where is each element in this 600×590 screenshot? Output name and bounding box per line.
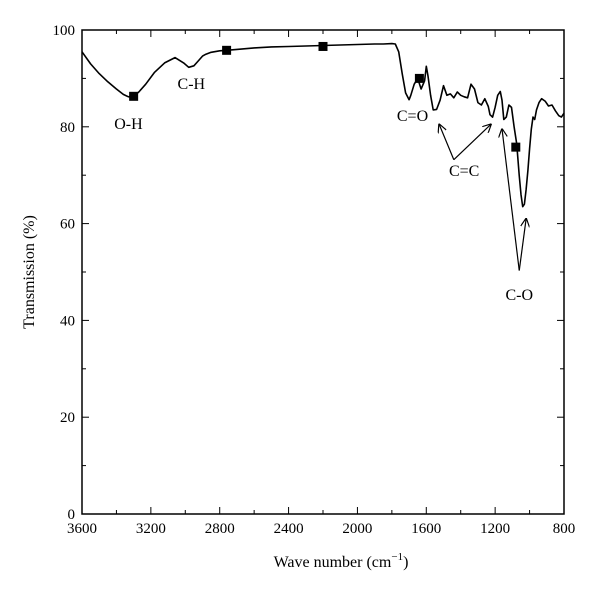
annotation-arrow: [518, 219, 526, 271]
y-axis-title: Transmission (%): [21, 215, 38, 329]
y-tick-label: 60: [60, 217, 75, 233]
data-marker: [222, 45, 232, 55]
y-tick-label: 20: [60, 410, 75, 426]
x-tick-label: 3200: [136, 521, 166, 537]
y-tick-label: 0: [68, 507, 76, 523]
data-marker: [318, 41, 328, 51]
data-marker: [511, 142, 521, 152]
arrow-layer: [439, 124, 526, 271]
marker-layer: [129, 41, 521, 152]
annotation-label: C-H: [178, 76, 206, 93]
annotation-label: C-O: [505, 287, 533, 304]
x-axis-title-superscript: −1: [391, 551, 403, 563]
y-tick-label: 100: [53, 23, 76, 39]
axis-tick-labels: 3600 3200 2800 2400 2000 1600 1200 800 0 20 40 60 80…: [53, 23, 576, 537]
x-axis-title: Wave number (cm−1): [274, 551, 409, 571]
x-tick-label: 2400: [274, 521, 304, 537]
annotation-arrow: [439, 124, 455, 160]
y-tick-label: 80: [60, 120, 75, 136]
x-tick-label: 1600: [411, 521, 441, 537]
series-layer: [81, 42, 565, 208]
x-tick-label: 3600: [67, 521, 97, 537]
y-tick-label: 40: [60, 313, 75, 329]
data-marker: [414, 73, 424, 83]
x-tick-label: 2800: [205, 521, 235, 537]
x-tick-label: 1200: [480, 521, 510, 537]
annotation-label: C=O: [397, 108, 428, 125]
x-tick-label: 2000: [342, 521, 372, 537]
annotation-label: O-H: [114, 116, 143, 133]
annotation-layer: O-H C-H C=O C=C C-O: [114, 76, 533, 304]
annotation-label: C=C: [449, 163, 479, 180]
x-tick-label: 800: [553, 521, 576, 537]
annotation-arrow: [453, 124, 491, 161]
x-axis-title-close: ): [403, 554, 408, 571]
data-marker: [129, 91, 139, 101]
x-axis-title-main: Wave number (cm: [274, 554, 392, 571]
axis-ticks: [81, 29, 565, 515]
plot-frame: [81, 29, 565, 515]
annotation-arrow: [502, 129, 520, 271]
series-line: [81, 42, 565, 208]
